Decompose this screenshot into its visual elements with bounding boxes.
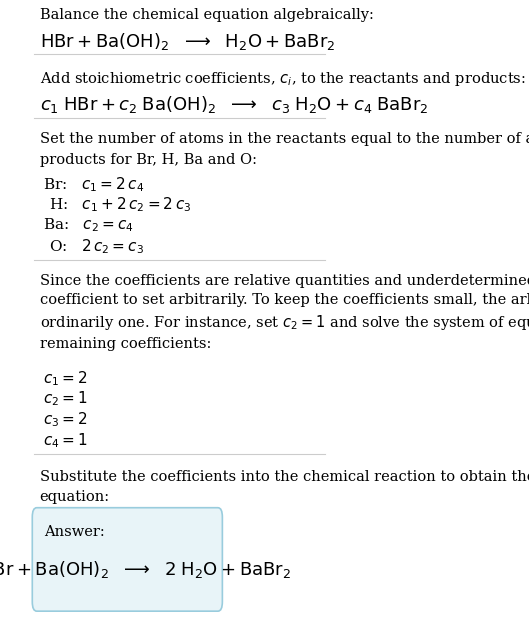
Text: Set the number of atoms in the reactants equal to the number of atoms in the: Set the number of atoms in the reactants… xyxy=(40,132,529,147)
Text: $c_4 = 1$: $c_4 = 1$ xyxy=(43,431,87,450)
Text: Since the coefficients are relative quantities and underdetermined, choose a
coe: Since the coefficients are relative quan… xyxy=(40,274,529,351)
Text: Br:   $c_1 = 2\,c_4$: Br: $c_1 = 2\,c_4$ xyxy=(43,175,144,194)
Text: $\mathrm{HBr + Ba(OH)_2}$  $\longrightarrow$  $\mathrm{H_2O + BaBr_2}$: $\mathrm{HBr + Ba(OH)_2}$ $\longrightarr… xyxy=(40,31,335,52)
Text: Ba:   $c_2 = c_4$: Ba: $c_2 = c_4$ xyxy=(43,216,133,234)
Text: Answer:: Answer: xyxy=(44,525,105,539)
Text: equation:: equation: xyxy=(40,490,110,504)
Text: products for Br, H, Ba and O:: products for Br, H, Ba and O: xyxy=(40,153,257,167)
Text: O:   $2\,c_2 = c_3$: O: $2\,c_2 = c_3$ xyxy=(49,237,143,256)
Text: $\mathrm{2\;HBr + Ba(OH)_2}$  $\longrightarrow$  $\mathrm{2\;H_2O + BaBr_2}$: $\mathrm{2\;HBr + Ba(OH)_2}$ $\longright… xyxy=(0,559,291,580)
Text: Add stoichiometric coefficients, $c_i$, to the reactants and products:: Add stoichiometric coefficients, $c_i$, … xyxy=(40,70,526,88)
Text: Balance the chemical equation algebraically:: Balance the chemical equation algebraica… xyxy=(40,8,373,21)
Text: Substitute the coefficients into the chemical reaction to obtain the balanced: Substitute the coefficients into the che… xyxy=(40,470,529,483)
Text: $c_1\;\mathrm{HBr} + c_2\;\mathrm{Ba(OH)_2}$  $\longrightarrow$  $c_3\;\mathrm{H: $c_1\;\mathrm{HBr} + c_2\;\mathrm{Ba(OH)… xyxy=(40,93,428,115)
Text: $c_2 = 1$: $c_2 = 1$ xyxy=(43,390,87,408)
FancyBboxPatch shape xyxy=(32,508,222,611)
Text: H:   $c_1 + 2\,c_2 = 2\,c_3$: H: $c_1 + 2\,c_2 = 2\,c_3$ xyxy=(49,196,191,214)
Text: $c_1 = 2$: $c_1 = 2$ xyxy=(43,369,87,387)
Text: $c_3 = 2$: $c_3 = 2$ xyxy=(43,411,87,429)
